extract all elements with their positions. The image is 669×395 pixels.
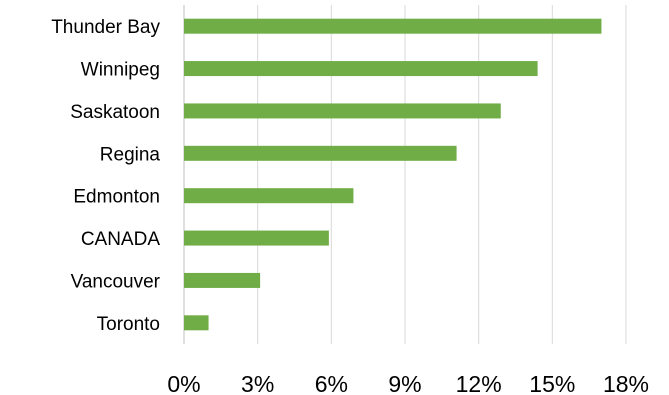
category-label: Winnipeg bbox=[81, 60, 160, 81]
bar bbox=[184, 230, 329, 246]
x-tick-labels: 0% 3% 6% 9% 12% 15% 18% bbox=[167, 371, 649, 395]
category-label: Edmonton bbox=[73, 187, 160, 208]
category-label: Thunder Bay bbox=[51, 17, 160, 38]
bars bbox=[184, 18, 602, 331]
x-tick-label: 9% bbox=[388, 371, 421, 395]
category-label: Saskatoon bbox=[70, 102, 160, 123]
x-tick-label: 0% bbox=[167, 371, 200, 395]
gridlines bbox=[257, 5, 627, 344]
bar bbox=[184, 145, 457, 161]
x-tick-label: 15% bbox=[529, 371, 575, 395]
bar bbox=[184, 18, 602, 34]
category-label: Toronto bbox=[97, 314, 160, 335]
bar bbox=[184, 103, 501, 119]
x-tick-label: 12% bbox=[456, 371, 502, 395]
category-label: Vancouver bbox=[71, 271, 161, 292]
bar bbox=[184, 272, 261, 288]
category-label: Regina bbox=[100, 144, 161, 165]
bar bbox=[184, 61, 538, 77]
category-label: CANADA bbox=[81, 229, 161, 250]
x-tick-label: 6% bbox=[315, 371, 348, 395]
bar bbox=[184, 188, 354, 204]
x-tick-label: 18% bbox=[603, 371, 649, 395]
bar bbox=[184, 315, 209, 331]
x-tick-label: 3% bbox=[241, 371, 274, 395]
category-labels: Thunder Bay Winnipeg Saskatoon Regina Edmont… bbox=[51, 17, 160, 335]
